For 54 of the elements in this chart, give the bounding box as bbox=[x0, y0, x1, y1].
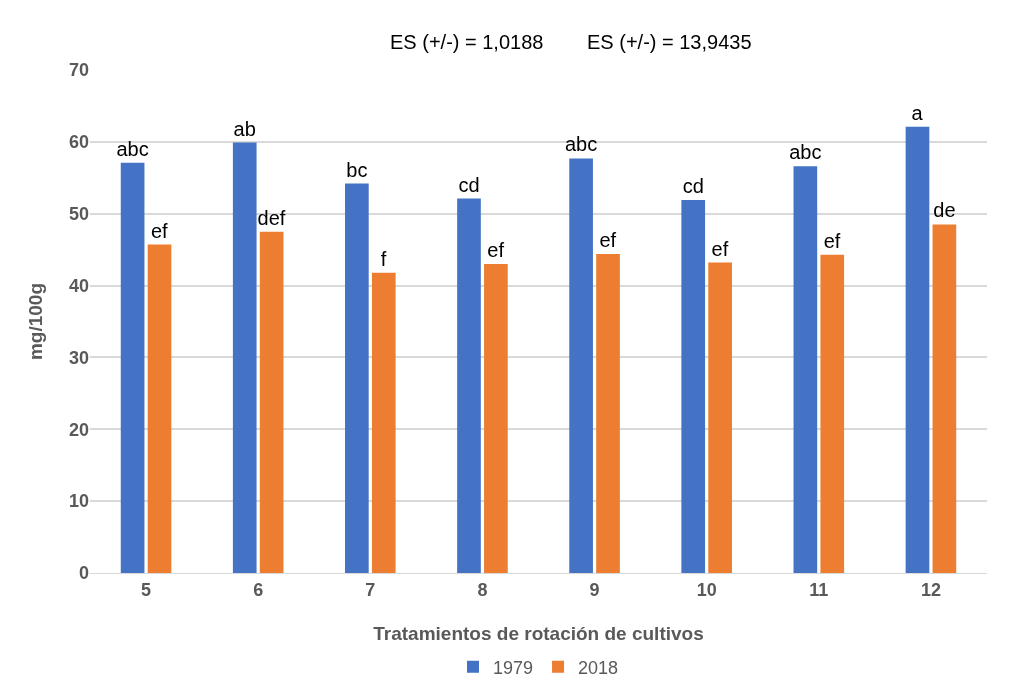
data-label: a bbox=[911, 101, 924, 124]
bar bbox=[259, 231, 284, 573]
data-label: abc bbox=[564, 133, 598, 156]
data-label: abc bbox=[789, 141, 822, 164]
y-tick-label: 30 bbox=[68, 347, 89, 368]
data-label: ef bbox=[599, 228, 617, 251]
y-tick-label: 10 bbox=[68, 491, 89, 512]
y-tick-label: 40 bbox=[68, 275, 89, 296]
y-axis-title: mg/100g bbox=[25, 282, 46, 361]
data-label: f bbox=[380, 247, 387, 270]
bar bbox=[457, 198, 481, 573]
bar bbox=[484, 264, 508, 573]
text: ES (+/-) = 13,9435 bbox=[587, 31, 752, 53]
x-tick-label: 9 bbox=[589, 579, 600, 600]
data-label: de bbox=[933, 199, 956, 222]
x-tick-label: 5 bbox=[141, 579, 152, 600]
data-label: ef bbox=[150, 219, 169, 242]
data-label: ef bbox=[823, 229, 841, 252]
x-axis-title: Tratamientos de rotación de cultivos bbox=[373, 623, 704, 644]
bar bbox=[708, 262, 732, 573]
data-label: cd bbox=[458, 173, 480, 196]
y-tick-label: 20 bbox=[68, 419, 89, 440]
bar bbox=[932, 224, 957, 573]
text: ES (+/-) = 1,0188 bbox=[390, 31, 544, 53]
data-label: ef bbox=[711, 237, 729, 260]
data-label: cd bbox=[682, 175, 704, 198]
data-label: ef bbox=[487, 239, 505, 262]
bar bbox=[345, 183, 369, 573]
bar bbox=[371, 272, 396, 573]
data-label: abc bbox=[116, 137, 149, 160]
legend-label: 1979 bbox=[493, 657, 534, 678]
x-tick-label: 8 bbox=[477, 579, 488, 600]
bar bbox=[820, 254, 845, 573]
bar bbox=[905, 126, 930, 573]
bar bbox=[793, 166, 818, 573]
data-label: ab bbox=[233, 117, 256, 140]
bar bbox=[120, 162, 145, 573]
bar bbox=[596, 253, 620, 573]
y-tick-label: 0 bbox=[78, 563, 89, 584]
y-tick-label: 60 bbox=[68, 132, 89, 153]
x-tick-label: 11 bbox=[809, 579, 829, 600]
bar bbox=[232, 142, 257, 573]
data-label: bc bbox=[346, 158, 368, 181]
bar bbox=[681, 200, 706, 573]
data-label: def bbox=[257, 206, 286, 229]
y-tick-label: 70 bbox=[68, 60, 89, 81]
x-tick-label: 10 bbox=[696, 579, 717, 600]
x-tick-label: 6 bbox=[253, 579, 264, 600]
x-tick-label: 7 bbox=[365, 579, 376, 600]
x-tick-label: 12 bbox=[920, 579, 941, 600]
bar bbox=[569, 158, 593, 573]
legend-label: 2018 bbox=[578, 657, 619, 678]
bar bbox=[147, 244, 172, 573]
y-tick-label: 50 bbox=[68, 204, 89, 225]
